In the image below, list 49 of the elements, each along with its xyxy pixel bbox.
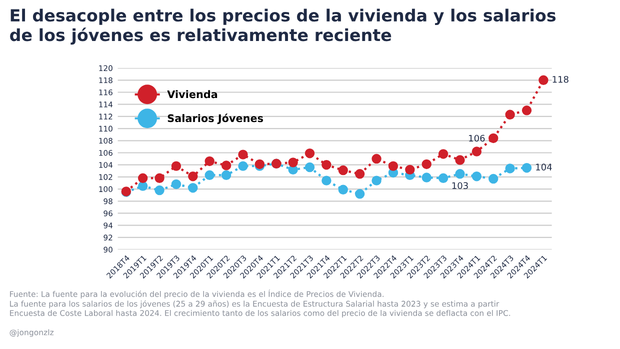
- point: [538, 75, 548, 86]
- point: [488, 133, 498, 144]
- legend-label: Vivienda: [167, 90, 218, 98]
- point: [171, 161, 182, 171]
- point: [154, 173, 164, 184]
- point: [322, 160, 332, 170]
- data-label: 106: [469, 134, 485, 142]
- point: [422, 172, 432, 182]
- point: [388, 161, 398, 171]
- point: [422, 159, 432, 170]
- point: [154, 185, 164, 196]
- point: [322, 176, 332, 186]
- data-label: 118: [552, 76, 568, 83]
- point: [238, 150, 248, 160]
- point: [238, 161, 248, 171]
- data-label: 104: [536, 164, 552, 170]
- point: [138, 173, 148, 184]
- point: [304, 148, 315, 158]
- point: [338, 184, 348, 195]
- point: [221, 170, 232, 180]
- point: [505, 110, 515, 120]
- point: [438, 173, 448, 184]
- point: [204, 170, 214, 180]
- data-label: 103: [452, 182, 468, 190]
- chart-title: El desacople entre los precios de la vivienda y los salarios de los jóvenes es relativamente reciente: [10, 8, 556, 45]
- point: [505, 164, 515, 174]
- point: [405, 164, 415, 175]
- point: [171, 179, 182, 190]
- point: [472, 146, 482, 156]
- point: [304, 162, 315, 172]
- point: [354, 189, 365, 199]
- point: [138, 181, 148, 191]
- point: [488, 174, 498, 184]
- point: [522, 106, 532, 116]
- point: [338, 165, 348, 176]
- point: [188, 171, 198, 182]
- point: [188, 182, 198, 193]
- point: [288, 158, 298, 168]
- point: [455, 169, 465, 179]
- point: [455, 155, 465, 165]
- point: [372, 154, 382, 164]
- point: [372, 176, 382, 186]
- point: [221, 160, 232, 170]
- point: [472, 171, 482, 182]
- legend-label: Salarios Jóvenes: [168, 114, 263, 124]
- point: [354, 169, 365, 179]
- point: [204, 156, 214, 166]
- point: [522, 163, 532, 173]
- point: [438, 149, 448, 159]
